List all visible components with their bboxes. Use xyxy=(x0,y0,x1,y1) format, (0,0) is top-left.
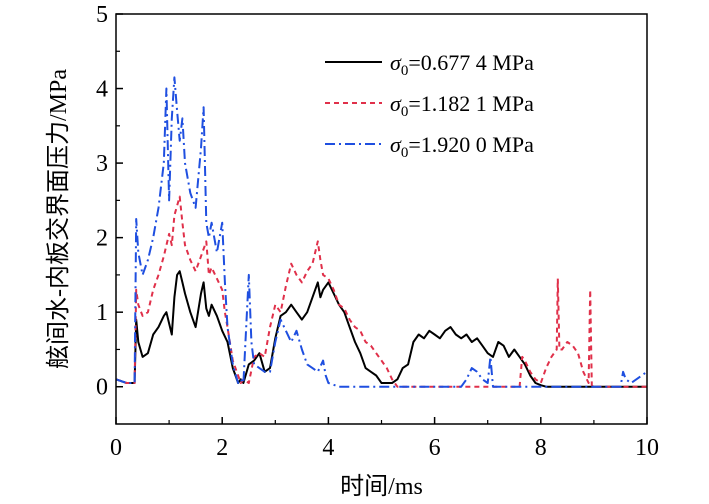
legend: σ0=0.677 4 MPa σ0=1.182 1 MPa σ0=1.920 0 M… xyxy=(325,50,534,161)
y-tick-label: 1 xyxy=(96,300,108,326)
x-tick-label: 8 xyxy=(535,435,547,461)
y-tick-label: 0 xyxy=(96,375,108,401)
legend-label-3: σ0=1.920 0 MPa xyxy=(390,132,534,161)
x-tick-label: 2 xyxy=(216,435,228,461)
series-line-2 xyxy=(116,195,647,388)
series-line-3 xyxy=(116,76,647,388)
x-tick-label: 10 xyxy=(635,435,659,461)
y-tick-label: 5 xyxy=(96,2,108,28)
tick-layer: 0 2 4 6 8 10 0 1 2 3 4 5 xyxy=(96,2,659,461)
x-tick-label: 0 xyxy=(110,435,122,461)
x-axis-label: 时间/ms xyxy=(340,473,423,500)
y-tick-label: 4 xyxy=(96,77,108,103)
y-axis-label: 舷间水-内板交界面压力/MPa xyxy=(45,69,72,369)
y-tick-label: 2 xyxy=(96,226,108,252)
series-line-1 xyxy=(116,270,647,388)
y-tick-label: 3 xyxy=(96,151,108,177)
x-tick-label: 4 xyxy=(322,435,334,461)
x-tick-label: 6 xyxy=(429,435,441,461)
legend-label-2: σ0=1.182 1 MPa xyxy=(390,91,534,120)
legend-label-1: σ0=0.677 4 MPa xyxy=(390,50,534,79)
series-layer xyxy=(116,76,647,388)
